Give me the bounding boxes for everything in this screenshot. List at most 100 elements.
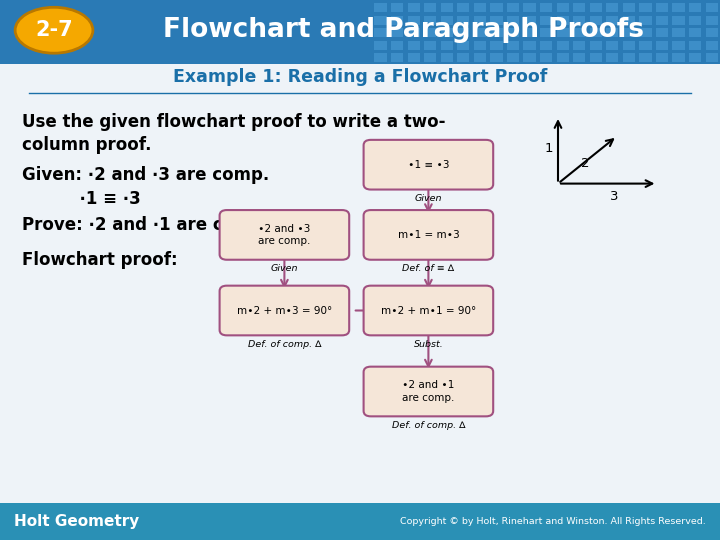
FancyBboxPatch shape: [590, 3, 602, 12]
FancyBboxPatch shape: [441, 28, 453, 37]
FancyBboxPatch shape: [557, 3, 569, 12]
FancyBboxPatch shape: [590, 28, 602, 37]
FancyBboxPatch shape: [557, 40, 569, 50]
FancyBboxPatch shape: [474, 16, 486, 25]
FancyBboxPatch shape: [623, 28, 635, 37]
FancyBboxPatch shape: [590, 16, 602, 25]
FancyBboxPatch shape: [364, 210, 493, 260]
FancyBboxPatch shape: [507, 3, 519, 12]
Text: Given: ∙2 and ∙3 are comp.: Given: ∙2 and ∙3 are comp.: [22, 166, 269, 184]
Text: 2-7: 2-7: [35, 20, 73, 40]
FancyBboxPatch shape: [408, 28, 420, 37]
FancyBboxPatch shape: [507, 28, 519, 37]
FancyBboxPatch shape: [557, 16, 569, 25]
FancyBboxPatch shape: [689, 40, 701, 50]
FancyBboxPatch shape: [639, 16, 652, 25]
FancyBboxPatch shape: [523, 3, 536, 12]
FancyBboxPatch shape: [391, 40, 403, 50]
Text: 3: 3: [610, 190, 618, 203]
FancyBboxPatch shape: [0, 503, 720, 540]
Text: Def. of comp. ∆: Def. of comp. ∆: [392, 421, 465, 430]
FancyBboxPatch shape: [523, 40, 536, 50]
FancyBboxPatch shape: [457, 28, 469, 37]
FancyBboxPatch shape: [220, 286, 349, 335]
FancyBboxPatch shape: [391, 53, 403, 62]
FancyBboxPatch shape: [606, 28, 618, 37]
FancyBboxPatch shape: [424, 53, 436, 62]
Text: m∙1 = m∙3: m∙1 = m∙3: [397, 230, 459, 240]
FancyBboxPatch shape: [573, 28, 585, 37]
FancyBboxPatch shape: [523, 16, 536, 25]
FancyBboxPatch shape: [606, 40, 618, 50]
FancyBboxPatch shape: [374, 16, 387, 25]
FancyBboxPatch shape: [706, 16, 718, 25]
FancyBboxPatch shape: [573, 40, 585, 50]
Text: m∙2 + m∙3 = 90°: m∙2 + m∙3 = 90°: [237, 306, 332, 315]
Ellipse shape: [15, 7, 93, 53]
FancyBboxPatch shape: [672, 40, 685, 50]
FancyBboxPatch shape: [573, 3, 585, 12]
Text: Holt Geometry: Holt Geometry: [14, 514, 140, 529]
FancyBboxPatch shape: [441, 40, 453, 50]
FancyBboxPatch shape: [441, 53, 453, 62]
FancyBboxPatch shape: [408, 53, 420, 62]
FancyBboxPatch shape: [507, 53, 519, 62]
FancyBboxPatch shape: [374, 40, 387, 50]
FancyBboxPatch shape: [408, 3, 420, 12]
FancyBboxPatch shape: [557, 53, 569, 62]
FancyBboxPatch shape: [424, 16, 436, 25]
FancyBboxPatch shape: [490, 16, 503, 25]
Text: Flowchart proof:: Flowchart proof:: [22, 251, 177, 269]
FancyBboxPatch shape: [656, 28, 668, 37]
Text: Given: Given: [415, 194, 442, 203]
FancyBboxPatch shape: [391, 3, 403, 12]
Text: Flowchart and Paragraph Proofs: Flowchart and Paragraph Proofs: [163, 17, 644, 43]
Text: Given: Given: [271, 264, 298, 273]
FancyBboxPatch shape: [507, 40, 519, 50]
Text: Def. of ≡ ∆: Def. of ≡ ∆: [402, 264, 454, 273]
FancyBboxPatch shape: [590, 40, 602, 50]
FancyBboxPatch shape: [424, 28, 436, 37]
FancyBboxPatch shape: [424, 3, 436, 12]
FancyBboxPatch shape: [490, 40, 503, 50]
FancyBboxPatch shape: [374, 53, 387, 62]
FancyBboxPatch shape: [606, 16, 618, 25]
FancyBboxPatch shape: [457, 53, 469, 62]
FancyBboxPatch shape: [672, 16, 685, 25]
FancyBboxPatch shape: [623, 40, 635, 50]
FancyBboxPatch shape: [656, 3, 668, 12]
FancyBboxPatch shape: [374, 28, 387, 37]
FancyBboxPatch shape: [623, 3, 635, 12]
FancyBboxPatch shape: [374, 3, 387, 12]
FancyBboxPatch shape: [523, 53, 536, 62]
Text: ∙1 ≡ ∙3: ∙1 ≡ ∙3: [408, 160, 449, 170]
Text: ∙2 and ∙1
are comp.: ∙2 and ∙1 are comp.: [402, 380, 454, 403]
FancyBboxPatch shape: [0, 0, 720, 64]
FancyBboxPatch shape: [391, 28, 403, 37]
Text: Use the given flowchart proof to write a two-: Use the given flowchart proof to write a…: [22, 113, 445, 131]
Text: Subst.: Subst.: [413, 340, 444, 349]
FancyBboxPatch shape: [220, 210, 349, 260]
FancyBboxPatch shape: [689, 28, 701, 37]
FancyBboxPatch shape: [623, 53, 635, 62]
FancyBboxPatch shape: [689, 16, 701, 25]
FancyBboxPatch shape: [689, 3, 701, 12]
FancyBboxPatch shape: [573, 53, 585, 62]
FancyBboxPatch shape: [623, 16, 635, 25]
Text: Example 1: Reading a Flowchart Proof: Example 1: Reading a Flowchart Proof: [173, 68, 547, 86]
Text: Prove: ∙2 and ∙1 are comp.: Prove: ∙2 and ∙1 are comp.: [22, 216, 269, 234]
FancyBboxPatch shape: [656, 40, 668, 50]
FancyBboxPatch shape: [689, 53, 701, 62]
FancyBboxPatch shape: [706, 53, 718, 62]
FancyBboxPatch shape: [490, 3, 503, 12]
FancyBboxPatch shape: [706, 3, 718, 12]
FancyBboxPatch shape: [540, 28, 552, 37]
FancyBboxPatch shape: [441, 3, 453, 12]
FancyBboxPatch shape: [606, 3, 618, 12]
Text: ∙2 and ∙3
are comp.: ∙2 and ∙3 are comp.: [258, 224, 310, 246]
FancyBboxPatch shape: [639, 28, 652, 37]
FancyBboxPatch shape: [639, 3, 652, 12]
Text: Def. of comp. ∆: Def. of comp. ∆: [248, 340, 321, 349]
FancyBboxPatch shape: [457, 16, 469, 25]
FancyBboxPatch shape: [540, 53, 552, 62]
